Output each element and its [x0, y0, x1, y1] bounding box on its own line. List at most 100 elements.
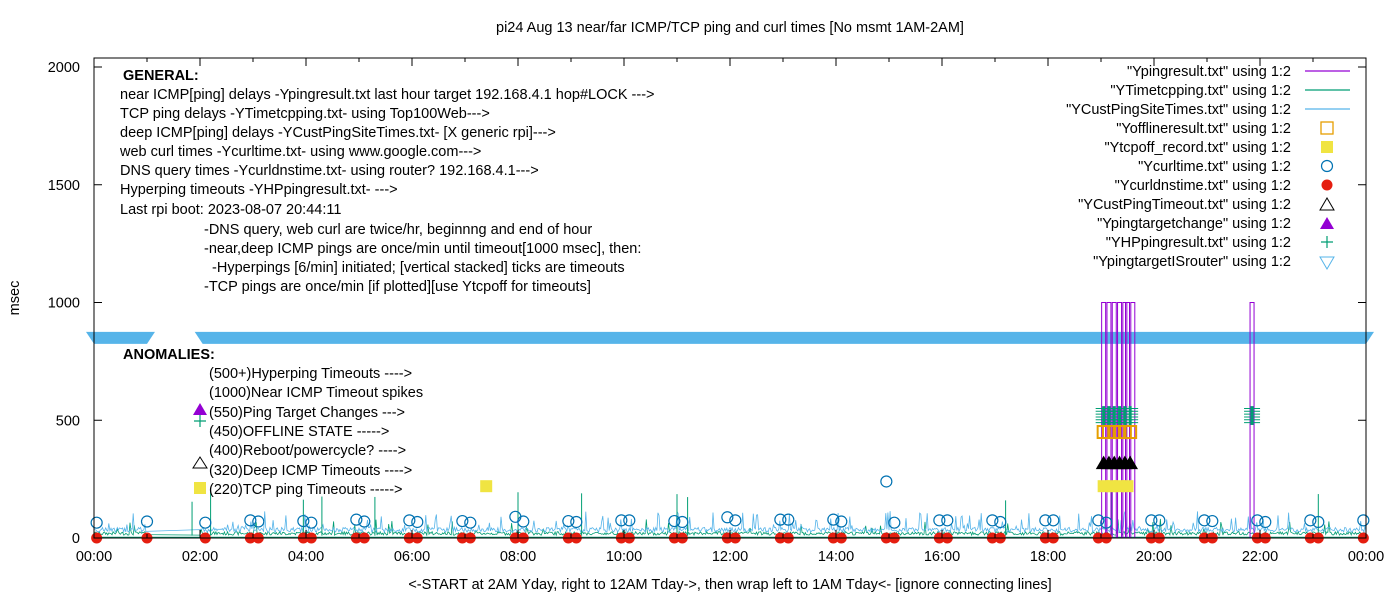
- curl-time-point: [880, 475, 893, 488]
- anomaly-line: (220)TCP ping Timeouts ----->: [209, 482, 403, 498]
- curl-time-point: [464, 516, 477, 529]
- anomalies-heading: ANOMALIES:: [123, 347, 215, 363]
- general-line: Hyperping timeouts -YHPpingresult.txt- -…: [120, 182, 398, 198]
- curl-time-point: [1039, 514, 1052, 527]
- y-tick-label: 500: [56, 413, 80, 429]
- router-band-segment: [194, 331, 1375, 344]
- curl-time-point: [1357, 514, 1370, 527]
- anomaly-line: (550)Ping Target Changes --->: [209, 405, 405, 421]
- legend-swatch: [1320, 217, 1334, 229]
- curl-time-point: [509, 510, 522, 523]
- ping-target-change-marker: [193, 403, 207, 415]
- y-tick-label: 2000: [48, 60, 80, 76]
- curl-time-point: [305, 516, 318, 529]
- tcp-timeout-marker: [480, 480, 493, 493]
- router-band-segment: [86, 331, 155, 344]
- general-annotation: GENERAL: near ICMP[ping] delays -Ypingre…: [119, 68, 655, 295]
- legend-swatch: [1321, 236, 1333, 248]
- legend-swatch: [1320, 121, 1334, 135]
- x-tick-label: 12:00: [712, 549, 748, 565]
- curl-time-point: [1092, 514, 1105, 527]
- deep-icmp-timeout-marker: [192, 456, 208, 469]
- curl-time-point: [1198, 514, 1211, 527]
- x-tick-label: 22:00: [1242, 549, 1278, 565]
- x-tick-label: 00:00: [1348, 549, 1384, 565]
- deep-icmp-series: [93, 510, 1367, 534]
- legend-label: "YCustPingSiteTimes.txt" using 1:2: [1066, 102, 1291, 118]
- tcp-timeout-marker: [1121, 480, 1134, 493]
- curl-time-point: [140, 515, 154, 528]
- legend-swatch: [1321, 141, 1333, 153]
- general-line: deep ICMP[ping] delays -YCustPingSiteTim…: [120, 125, 556, 141]
- curl-time-point: [244, 514, 257, 527]
- x-tick-label: 02:00: [182, 549, 218, 565]
- curl-time-point: [994, 515, 1007, 529]
- curl-time-point: [562, 514, 575, 528]
- curl-time-point: [1304, 514, 1317, 527]
- legend-swatch: [1319, 256, 1335, 270]
- curl-time-point: [1259, 515, 1272, 529]
- deep-icmp-timeout-marker: [1122, 455, 1139, 470]
- x-tick-label: 08:00: [500, 549, 536, 565]
- anomaly-line: (1000)Near ICMP Timeout spikes: [209, 385, 423, 401]
- curl-time-point: [933, 514, 946, 527]
- y-tick-label: 1000: [48, 296, 80, 312]
- anomaly-line: (450)OFFLINE STATE ----->: [209, 424, 389, 440]
- legend-label: "Ycurltime.txt" using 1:2: [1138, 159, 1291, 175]
- legend-swatch: [1321, 179, 1333, 191]
- curl-time-point: [411, 515, 424, 529]
- curl-time-point: [615, 514, 628, 527]
- curl-time-point: [456, 514, 469, 528]
- legend-label: "YpingtargetISrouter" using 1:2: [1093, 254, 1291, 270]
- legend-swatch: [1320, 159, 1334, 173]
- legend-label: "Ypingtargetchange" using 1:2: [1097, 216, 1291, 232]
- curl-time-point: [1047, 514, 1060, 527]
- offline-state-marker: [1123, 425, 1138, 440]
- curl-time-point: [782, 513, 795, 526]
- curl-time-point: [1145, 514, 1158, 527]
- general-line: DNS query times -Ycurldnstime.txt- using…: [120, 163, 539, 179]
- x-tick-label: 20:00: [1136, 549, 1172, 565]
- y-axis-label: msec: [7, 281, 23, 316]
- legend-label: "YCustPingTimeout.txt" using 1:2: [1078, 197, 1291, 213]
- curl-time-point: [729, 514, 742, 527]
- legend-label: "Ycurldnstime.txt" using 1:2: [1115, 178, 1291, 194]
- anomaly-line: (400)Reboot/powercycle? ---->: [209, 443, 406, 459]
- general-line: TCP ping delays -YTimetcpping.txt- using…: [120, 106, 490, 122]
- curl-time-point: [986, 514, 999, 527]
- legend-label: "YHPpingresult.txt" using 1:2: [1106, 235, 1291, 251]
- note-line: -TCP pings are once/min [if plotted][use…: [204, 279, 591, 295]
- curl-time-point: [517, 515, 530, 528]
- curl-time-point: [774, 513, 787, 526]
- anomaly-line: (320)Deep ICMP Timeouts ---->: [209, 463, 412, 479]
- curl-time-point: [252, 515, 265, 528]
- curl-time-point: [297, 514, 310, 528]
- note-line: -DNS query, web curl are twice/hr, begin…: [204, 222, 592, 238]
- legend-swatch: [1319, 197, 1335, 211]
- x-axis: 00:00 02:00 04:00 06:00 08:00 10:00 12:00 14:00…: [76, 58, 1384, 565]
- curl-time-point: [676, 515, 689, 529]
- legend-label: "YTimetcpping.txt" using 1:2: [1110, 83, 1291, 99]
- anomaly-line: (500+)Hyperping Timeouts ---->: [209, 366, 412, 382]
- x-axis-label: <-START at 2AM Yday, right to 12AM Tday-…: [408, 577, 1051, 593]
- general-line: near ICMP[ping] delays -Ypingresult.txt …: [120, 87, 655, 103]
- curl-time-point: [721, 511, 734, 524]
- curl-time-point: [668, 514, 681, 528]
- x-tick-label: 00:00: [76, 549, 112, 565]
- curl-time-point: [1312, 515, 1325, 529]
- curl-time-point: [1251, 514, 1264, 527]
- curl-time-point: [358, 515, 371, 528]
- curl-time-point: [350, 513, 363, 526]
- curl-time-point: [835, 515, 848, 528]
- general-heading: GENERAL:: [123, 68, 199, 84]
- curl-time-point: [623, 514, 636, 527]
- curl-time-point: [199, 516, 212, 529]
- x-tick-label: 06:00: [394, 549, 430, 565]
- note-line: -Hyperpings [6/min] initiated; [vertical…: [204, 260, 625, 276]
- curl-time-point: [827, 513, 840, 526]
- x-tick-label: 16:00: [924, 549, 960, 565]
- y-tick-label: 0: [72, 531, 80, 547]
- note-line: -near,deep ICMP pings are once/min until…: [204, 241, 641, 257]
- x-tick-label: 04:00: [288, 549, 324, 565]
